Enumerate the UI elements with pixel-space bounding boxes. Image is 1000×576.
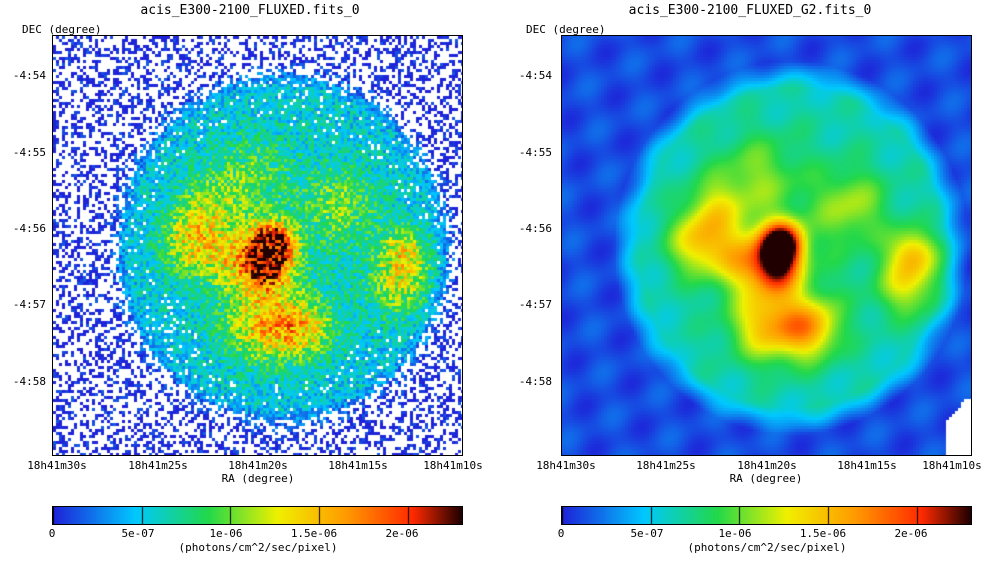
image-plot[interactable] (561, 35, 972, 456)
ra-axis-label: RA (degree) (221, 472, 295, 485)
colorbar-tick: 5e-07 (630, 527, 664, 540)
ra-tick: 18h41m25s (128, 459, 188, 472)
panel-title: acis_E300-2100_FLUXED_G2.fits_0 (628, 3, 872, 18)
dec-tick: -4:56 (518, 222, 552, 235)
colorbar-tick: 2e-06 (385, 527, 419, 540)
dec-tick: -4:57 (12, 298, 46, 311)
dec-axis-label: DEC (degree) (22, 23, 102, 36)
ra-tick: 18h41m15s (837, 459, 897, 472)
heatmap-canvas (562, 36, 971, 455)
dec-tick: -4:58 (518, 375, 552, 388)
dec-tick: -4:57 (518, 298, 552, 311)
colorbar-tick: 1.5e-06 (290, 527, 338, 540)
colorbar-tick: 2e-06 (894, 527, 928, 540)
ra-tick: 18h41m25s (636, 459, 696, 472)
ra-tick: 18h41m20s (737, 459, 797, 472)
panel-title: acis_E300-2100_FLUXED.fits_0 (140, 3, 360, 18)
ra-tick: 18h41m15s (328, 459, 388, 472)
colorbar (52, 506, 463, 525)
colorbar-label: (photons/cm^2/sec/pixel) (178, 541, 338, 554)
dec-tick: -4:54 (12, 69, 46, 82)
ra-tick: 18h41m30s (536, 459, 596, 472)
ra-tick: 18h41m20s (228, 459, 288, 472)
dec-axis-label: DEC (degree) (526, 23, 606, 36)
heatmap-canvas (53, 36, 462, 455)
ra-axis-label: RA (degree) (729, 472, 803, 485)
ra-tick: 18h41m10s (922, 459, 982, 472)
colorbar-gradient (53, 507, 462, 524)
ra-tick: 18h41m30s (27, 459, 87, 472)
dec-tick: -4:55 (518, 146, 552, 159)
colorbar-tick: 0 (557, 527, 565, 540)
dec-tick: -4:58 (12, 375, 46, 388)
colorbar (561, 506, 972, 525)
colorbar-tick: 5e-07 (121, 527, 155, 540)
dec-tick: -4:55 (12, 146, 46, 159)
colorbar-tick: 0 (48, 527, 56, 540)
colorbar-tick: 1e-06 (718, 527, 752, 540)
colorbar-gradient (562, 507, 971, 524)
dec-tick: -4:54 (518, 69, 552, 82)
right-panel: acis_E300-2100_FLUXED_G2.fits_0 DEC (deg… (500, 0, 1000, 576)
image-plot[interactable] (52, 35, 463, 456)
dec-tick: -4:56 (12, 222, 46, 235)
colorbar-tick: 1e-06 (209, 527, 243, 540)
colorbar-tick: 1.5e-06 (799, 527, 847, 540)
left-panel: acis_E300-2100_FLUXED.fits_0 DEC (degree… (12, 3, 483, 554)
colorbar-label: (photons/cm^2/sec/pixel) (687, 541, 847, 554)
ra-tick: 18h41m10s (423, 459, 483, 472)
